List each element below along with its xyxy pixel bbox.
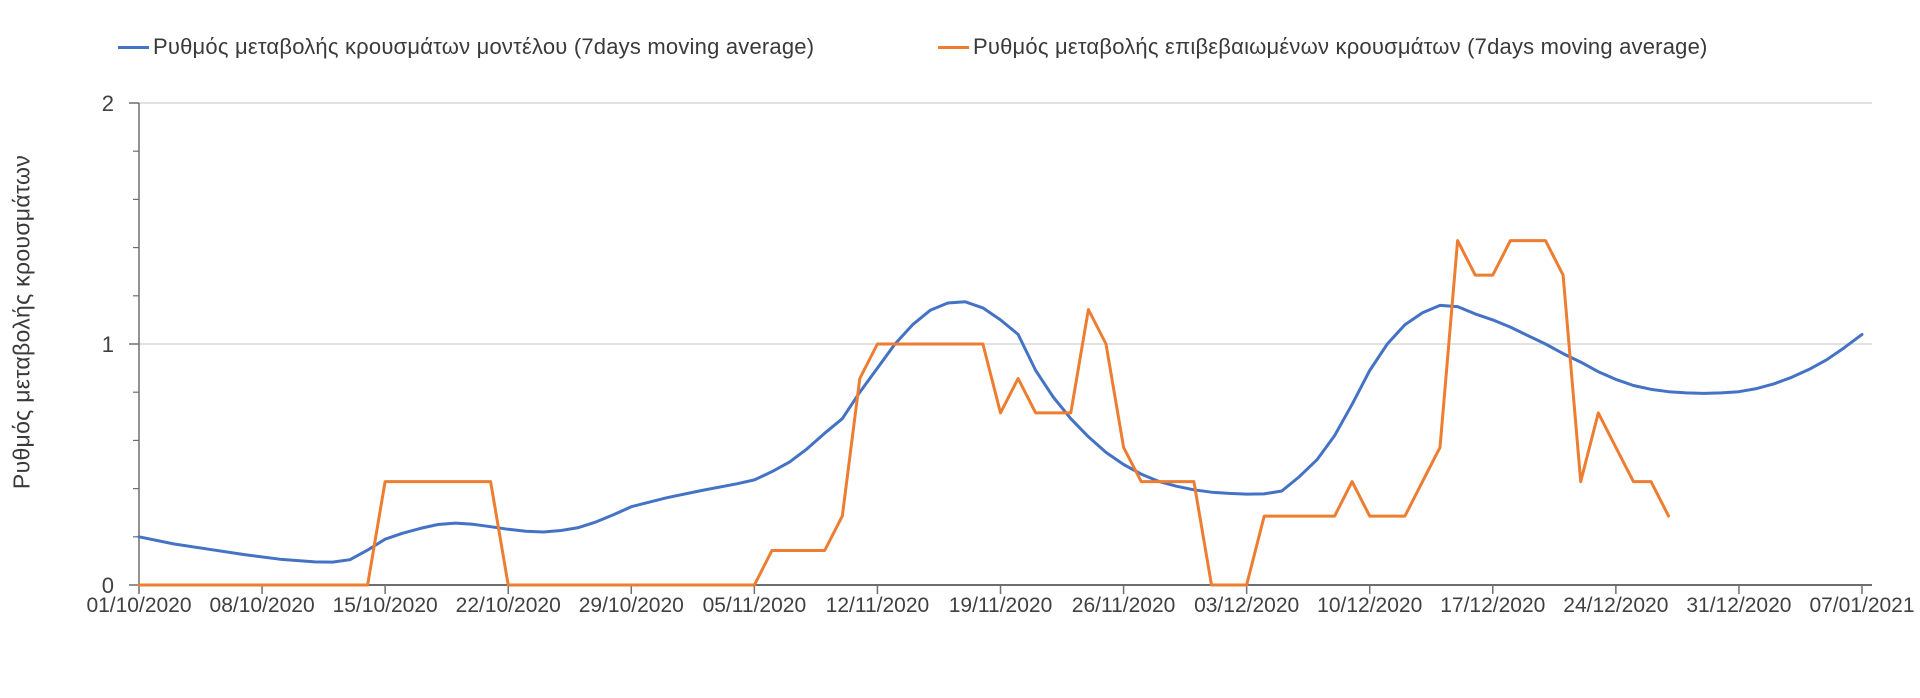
x-tick-label: 03/12/2020: [1194, 594, 1299, 617]
x-tick-label: 10/12/2020: [1317, 594, 1422, 617]
x-tick-label: 19/11/2020: [949, 594, 1053, 617]
x-tick-label: 29/10/2020: [579, 594, 684, 617]
model-series-line: [137, 300, 1864, 564]
confirmed-series-line: [137, 239, 1671, 587]
y-tick-label: 2: [102, 91, 114, 116]
legend-label-confirmed: Ρυθμός μεταβολής επιβεβαιωμένων κρουσμάτ…: [973, 34, 1708, 59]
x-tick-label: 15/10/2020: [333, 594, 438, 617]
x-tick-label: 17/12/2020: [1440, 594, 1545, 617]
x-tick-label: 05/11/2020: [703, 594, 807, 617]
model-series-legend-marker-icon: [118, 45, 149, 49]
x-tick-label: 12/11/2020: [826, 594, 930, 617]
x-tick-label: 22/10/2020: [456, 594, 561, 617]
x-tick-label: 26/11/2020: [1072, 594, 1176, 617]
legend-item-confirmed: Ρυθμός μεταβολής επιβεβαιωμένων κρουσμάτ…: [938, 34, 1708, 60]
y-tick-label: 0: [102, 573, 114, 598]
legend-label-model: Ρυθμός μεταβολής κρουσμάτων μοντέλου (7d…: [153, 34, 815, 59]
x-tick-label: 01/10/2020: [86, 594, 191, 617]
x-tick-label: 07/01/2021: [1809, 594, 1914, 617]
y-tick-label: 1: [102, 332, 114, 357]
x-tick-label: 31/12/2020: [1686, 594, 1791, 617]
confirmed-series-legend-marker-icon: [938, 45, 969, 49]
legend-item-model: Ρυθμός μεταβολής κρουσμάτων μοντέλου (7d…: [118, 34, 814, 60]
x-tick-label: 08/10/2020: [210, 594, 315, 617]
x-tick-label: 24/12/2020: [1563, 594, 1668, 617]
